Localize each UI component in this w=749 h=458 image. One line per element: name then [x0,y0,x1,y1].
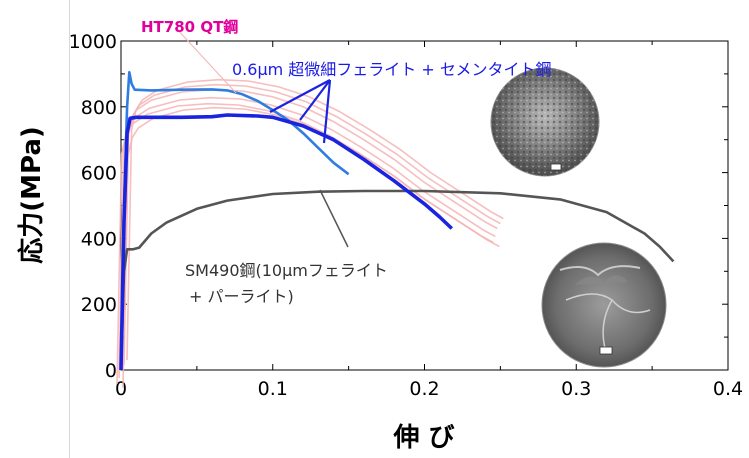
y-tick-label: 600 [81,163,117,185]
coarse-microstructure-image [541,242,667,368]
y-tick-label: 400 [81,228,117,250]
y-tick-label: 0 [105,360,117,382]
ht780-annotation: HT780 QT鋼 [141,18,238,36]
x-tick-label: 0 [115,378,127,400]
fine-leader-2 [299,79,331,121]
ht780-leader [175,27,237,94]
fine-upper-curve [119,71,350,371]
x-axis-title: 伸 び [392,423,454,453]
x-tick-label: 0.1 [258,378,288,400]
fine-lower-curve [119,113,454,371]
sm490-annotation-line2: + パーライト) [189,287,294,306]
sm490-annotation-line1: SM490鋼(10μmフェライト [185,261,388,280]
fine-microstructure-image [490,67,600,177]
y-tick-label: 1000 [69,31,117,53]
axis-tick-labels: 0 200 400 600 800 1000 0 0.1 0.2 0.3 0.4 [69,31,743,400]
y-tick-label: 200 [81,294,117,316]
series-lines [116,71,675,389]
page-left-rule [69,0,70,458]
y-tick-label: 800 [81,97,117,119]
x-tick-label: 0.2 [409,378,439,400]
ht780-curve [122,106,500,389]
y-axis-title: 応力(MPa) [16,126,47,264]
fine-steel-annotation: 0.6μm 超微細フェライト + セメンタイト鋼 [232,60,552,79]
annotation-leaders [175,27,349,248]
x-tick-label: 0.3 [561,378,591,400]
fine-leader-1 [269,79,331,113]
x-tick-label: 0.4 [713,378,743,400]
sm490-curve [119,189,675,371]
sm490-leader [319,189,349,248]
fine-leader-3 [322,79,332,144]
ht780-curve [126,78,504,361]
